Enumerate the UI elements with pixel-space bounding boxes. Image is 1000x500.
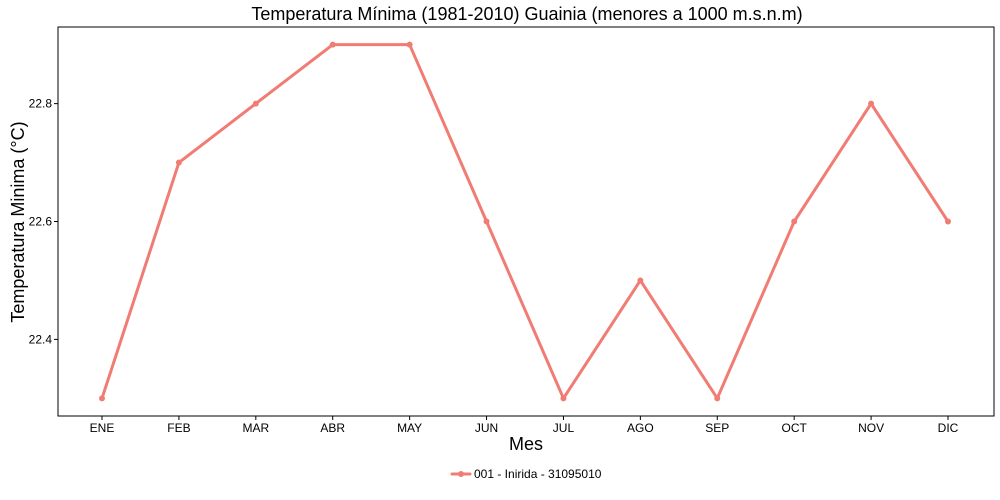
data-point [791,218,798,225]
series-line [100,43,950,400]
data-point [560,395,567,402]
y-axis: 22.4 22.6 22.8 [29,97,58,346]
x-tick-label: DIC [938,421,959,435]
legend-label: 001 - Inirida - 31095010 [474,467,602,481]
x-tick-label: MAY [397,421,422,435]
data-point [252,100,259,107]
data-point [406,41,413,48]
x-tick-label: ENE [90,421,115,435]
x-tick-label: FEB [167,421,190,435]
series-points [99,41,951,402]
x-tick-label: JUN [475,421,498,435]
data-point [329,41,336,48]
legend: 001 - Inirida - 31095010 [450,467,602,481]
y-tick-label: 22.4 [29,332,53,346]
data-point [99,395,105,402]
data-point [945,218,951,225]
x-tick-label: MAR [242,421,269,435]
y-tick-label: 22.8 [29,97,53,111]
x-tick-label: AGO [627,421,654,435]
x-tick-label: SEP [705,421,729,435]
x-tick-label: NOV [858,421,884,435]
data-point [637,277,644,284]
x-tick-label: OCT [782,421,808,435]
x-tick-label: ABR [320,421,345,435]
legend-point-swatch [458,471,464,477]
data-point [483,218,490,225]
y-tick-label: 22.6 [29,215,53,229]
data-point [868,100,875,107]
data-point [714,395,721,402]
plot-frame [57,26,995,417]
x-tick-label: JUL [553,421,575,435]
x-axis: ENE FEB MAR ABR MAY JUN JUL AGO SEP OCT NOV DIC [90,416,959,435]
x-axis-title: Mes [509,434,543,454]
chart-title: Temperatura Mínima (1981-2010) Guainia (… [251,4,802,24]
data-point [175,159,182,166]
y-axis-title: Temperatura Minima (°C) [8,121,28,322]
